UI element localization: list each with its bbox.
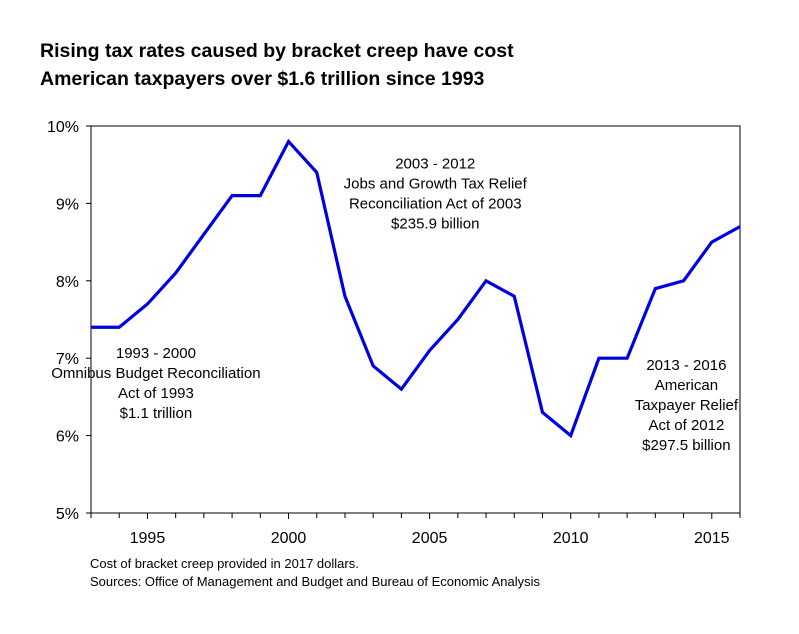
annotation-text: Omnibus Budget Reconciliation	[51, 365, 260, 382]
chart-title-line-1: Rising tax rates caused by bracket creep…	[40, 40, 514, 62]
x-tick-label: 2015	[694, 530, 730, 547]
x-tick-label: 2005	[412, 530, 448, 547]
note-sources: Sources: Office of Management and Budget…	[90, 574, 540, 589]
annotation-text: Jobs and Growth Tax Relief	[344, 176, 528, 193]
y-tick-label: 9%	[56, 196, 79, 213]
annotation-text: Reconciliation Act of 2003	[349, 196, 522, 213]
annotation-text: Act of 1993	[118, 385, 194, 402]
annotation-text: $235.9 billion	[391, 216, 479, 233]
series-line	[91, 138, 741, 439]
annotation-text: Taxpayer Relief	[635, 397, 739, 414]
annotation-text: Act of 2012	[648, 417, 724, 434]
y-tick-label: 5%	[56, 506, 79, 523]
note-dollars: Cost of bracket creep provided in 2017 d…	[90, 556, 359, 571]
x-tick-label: 2000	[271, 530, 307, 547]
annotation-text: $1.1 trillion	[120, 405, 193, 422]
annotation-text: 2003 - 2012	[395, 156, 475, 173]
x-tick-label: 1995	[130, 530, 166, 547]
y-tick-label: 10%	[47, 119, 79, 136]
annotation-text: 1993 - 2000	[116, 345, 196, 362]
annotation-text: $297.5 billion	[642, 437, 730, 454]
annotation-text: 2013 - 2016	[646, 357, 726, 374]
y-tick-label: 7%	[56, 351, 79, 368]
plot-frame	[90, 125, 741, 514]
annotation-text: American	[655, 377, 718, 394]
y-tick-label: 6%	[56, 429, 79, 446]
chart-title-line-2: American taxpayers over $1.6 trillion si…	[40, 68, 485, 90]
y-tick-label: 8%	[56, 274, 79, 291]
x-tick-label: 2010	[553, 530, 589, 547]
